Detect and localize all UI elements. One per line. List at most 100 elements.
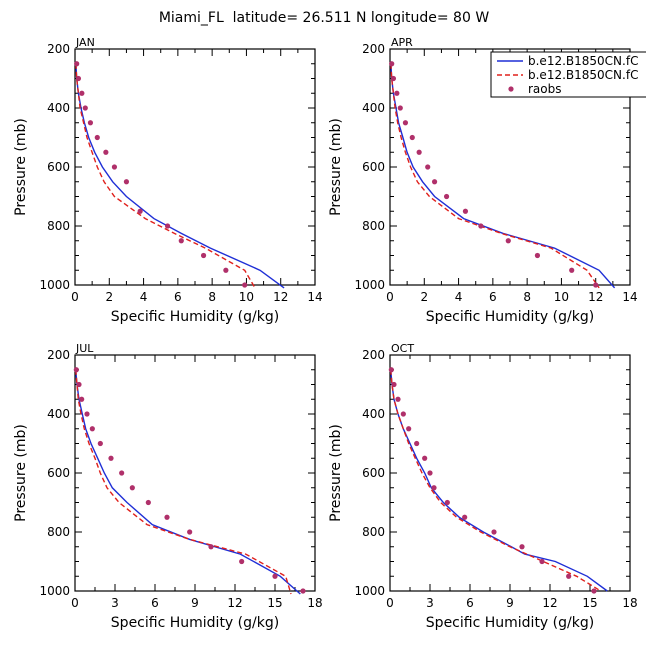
x-tick-label: 12	[542, 596, 557, 610]
raobs-point	[591, 588, 597, 594]
x-axis-label: Specific Humidity (g/kg)	[111, 309, 279, 325]
raobs-point	[94, 134, 100, 141]
raobs-point	[425, 164, 431, 170]
raobs-point	[519, 544, 525, 550]
x-tick-label: 6	[466, 596, 474, 610]
x-tick-label: 0	[71, 290, 79, 304]
raobs-point	[87, 120, 94, 126]
y-axis-label: Pressure (mb)	[13, 424, 29, 522]
x-tick-label: 18	[307, 596, 322, 610]
raobs-point	[73, 367, 79, 373]
x-tick-label: 6	[489, 290, 497, 304]
x-tick-label: 14	[622, 290, 637, 304]
raobs-point	[84, 411, 90, 417]
raobs-point	[200, 252, 207, 259]
x-tick-label: 0	[386, 596, 394, 610]
raobs-point	[416, 149, 422, 155]
raobs-point	[89, 426, 95, 432]
y-tick-label: 800	[362, 525, 385, 539]
raobs-point	[422, 455, 428, 461]
y-tick-label: 400	[362, 101, 385, 115]
x-tick-label: 9	[506, 596, 514, 610]
raobs-point	[427, 470, 433, 476]
x-tick-label: 6	[151, 596, 159, 610]
raobs-point	[129, 485, 135, 491]
model2-line	[75, 369, 292, 595]
y-axis-label: Pressure (mb)	[328, 424, 344, 522]
legend-label: raobs	[528, 82, 562, 96]
raobs-point	[400, 411, 406, 417]
x-tick-label: 10	[239, 290, 254, 304]
x-axis-label: Specific Humidity (g/kg)	[426, 309, 594, 325]
raobs-point	[111, 164, 118, 170]
plot-frame	[74, 48, 316, 286]
raobs-point	[108, 455, 114, 461]
x-tick-label: 0	[71, 596, 79, 610]
raobs-point	[406, 426, 412, 432]
panel-title: OCT	[391, 342, 414, 355]
y-axis-label: Pressure (mb)	[13, 118, 29, 216]
y-tick-label: 400	[47, 407, 70, 421]
raobs-point	[82, 105, 88, 111]
y-tick-label: 800	[362, 219, 385, 233]
model2-line	[390, 63, 600, 289]
raobs-point	[223, 267, 229, 273]
x-tick-label: 12	[273, 290, 288, 304]
x-axis-label: Specific Humidity (g/kg)	[111, 615, 279, 631]
model1-line	[75, 63, 285, 289]
raobs-point	[391, 381, 397, 388]
model2-line	[390, 369, 602, 592]
raobs-point	[478, 223, 484, 229]
y-tick-label: 1000	[354, 278, 385, 292]
raobs-point	[414, 440, 420, 447]
raobs-point	[431, 179, 438, 185]
x-tick-label: 4	[455, 290, 463, 304]
y-tick-label: 200	[362, 348, 385, 362]
raobs-point	[145, 499, 151, 506]
raobs-point	[164, 223, 171, 229]
panel-apr: 0 2 4 6 8 10 12 14 200 400 600 800 1000 Specific Humi…	[328, 36, 638, 325]
raobs-point	[74, 61, 80, 67]
legend-label: b.e12.B1850CN.fC	[528, 54, 638, 68]
raobs-point	[388, 367, 394, 373]
raobs-point	[123, 179, 130, 185]
raobs-point	[103, 149, 109, 155]
raobs-point	[593, 282, 599, 288]
raobs-point	[79, 396, 85, 402]
raobs-point	[462, 514, 468, 520]
y-tick-label: 1000	[354, 584, 385, 598]
y-tick-label: 600	[362, 160, 385, 174]
raobs-point	[239, 558, 245, 565]
y-tick-label: 600	[47, 466, 70, 480]
raobs-point	[137, 208, 143, 214]
raobs-point	[505, 238, 511, 244]
raobs-point	[76, 381, 82, 388]
y-axis-label: Pressure (mb)	[328, 118, 344, 216]
x-tick-label: 0	[386, 290, 394, 304]
y-tick-label: 1000	[39, 278, 70, 292]
plot-frame	[74, 354, 316, 592]
raobs-point	[97, 440, 103, 447]
x-tick-label: 8	[523, 290, 531, 304]
raobs-point	[402, 120, 409, 126]
panel-jan: 0 2 4 6 8 10 12 14 200 400 600 800 1000 Specific Humi…	[13, 36, 323, 325]
panel-title: JAN	[75, 36, 95, 49]
plot-frame	[389, 354, 631, 592]
y-tick-label: 200	[47, 42, 70, 56]
raobs-point	[566, 573, 572, 579]
raobs-point	[390, 75, 397, 82]
y-tick-label: 1000	[39, 584, 70, 598]
raobs-point	[462, 208, 469, 214]
raobs-point	[395, 396, 401, 402]
raobs-point	[534, 252, 541, 259]
raobs-point	[409, 134, 415, 141]
x-tick-label: 15	[582, 596, 597, 610]
raobs-point	[431, 485, 437, 491]
x-tick-label: 3	[426, 596, 434, 610]
x-tick-label: 15	[267, 596, 282, 610]
raobs-point	[187, 529, 193, 535]
x-tick-label: 14	[307, 290, 322, 304]
raobs-point	[491, 529, 497, 535]
